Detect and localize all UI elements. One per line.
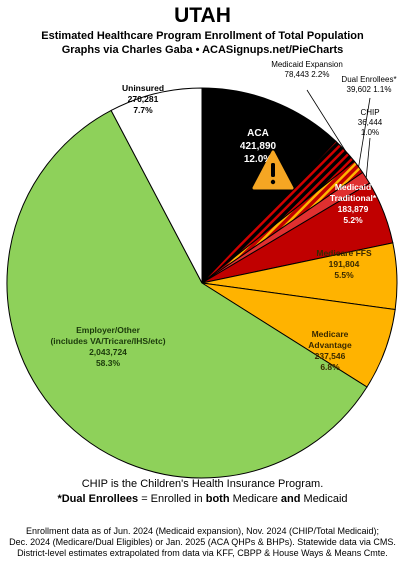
- warning-icon: [252, 150, 294, 190]
- slice-label-uninsured: Uninsured 270,281 7.7%: [122, 83, 164, 115]
- slice-label-medicare-ffs: Medicare FFS 191,804 5.5%: [316, 248, 372, 280]
- chart-credit: Graphs via Charles Gaba • ACASignups.net…: [61, 44, 344, 56]
- chart-title: UTAH: [174, 4, 231, 27]
- chart-subtitle: Estimated Healthcare Program Enrollment …: [41, 30, 364, 42]
- slice-label-medicare-advantage: Medicare Advantage 237,546 6.8%: [308, 329, 352, 372]
- slice-label-employer-other-includes-va-tricare-ihs-etc: Employer/Other (includes VA/Tricare/IHS/e…: [50, 325, 165, 368]
- footer-line-1: Enrollment data as of Jun. 2024 (Medicai…: [25, 526, 379, 536]
- dual-enrollees-note: *Dual Enrollees = Enrolled in both Medic…: [57, 493, 348, 505]
- slice-label-dual-enrollees: Dual Enrollees* 39,602 1.1%: [341, 75, 396, 94]
- pie-slice-employer-other-includes-va-tricare-ihs-etc: [6, 109, 368, 479]
- chip-note: CHIP is the Children's Health Insurance …: [81, 478, 324, 490]
- slice-label-medicaid-traditional: Medicaid Traditional* 183,879 5.2%: [330, 182, 377, 225]
- footer-line-3: District-level estimates extrapolated fr…: [17, 548, 388, 558]
- slice-label-medicaid-expansion: Medicaid Expansion 78,443 2.2%: [271, 60, 343, 79]
- footer-line-2: Dec. 2024 (Medicare/Dual Eligibles) or J…: [9, 537, 396, 547]
- callout-line-dual-enrollees: [358, 97, 371, 167]
- slice-label-aca: ACA 421,890 12.0%: [240, 128, 277, 165]
- slice-label-chip: CHIP 36,444 1.0%: [358, 108, 383, 137]
- callout-line-medicaid-expansion: [306, 89, 346, 152]
- pie-slice-uninsured: [110, 87, 203, 284]
- callout-line-chip: [365, 137, 371, 178]
